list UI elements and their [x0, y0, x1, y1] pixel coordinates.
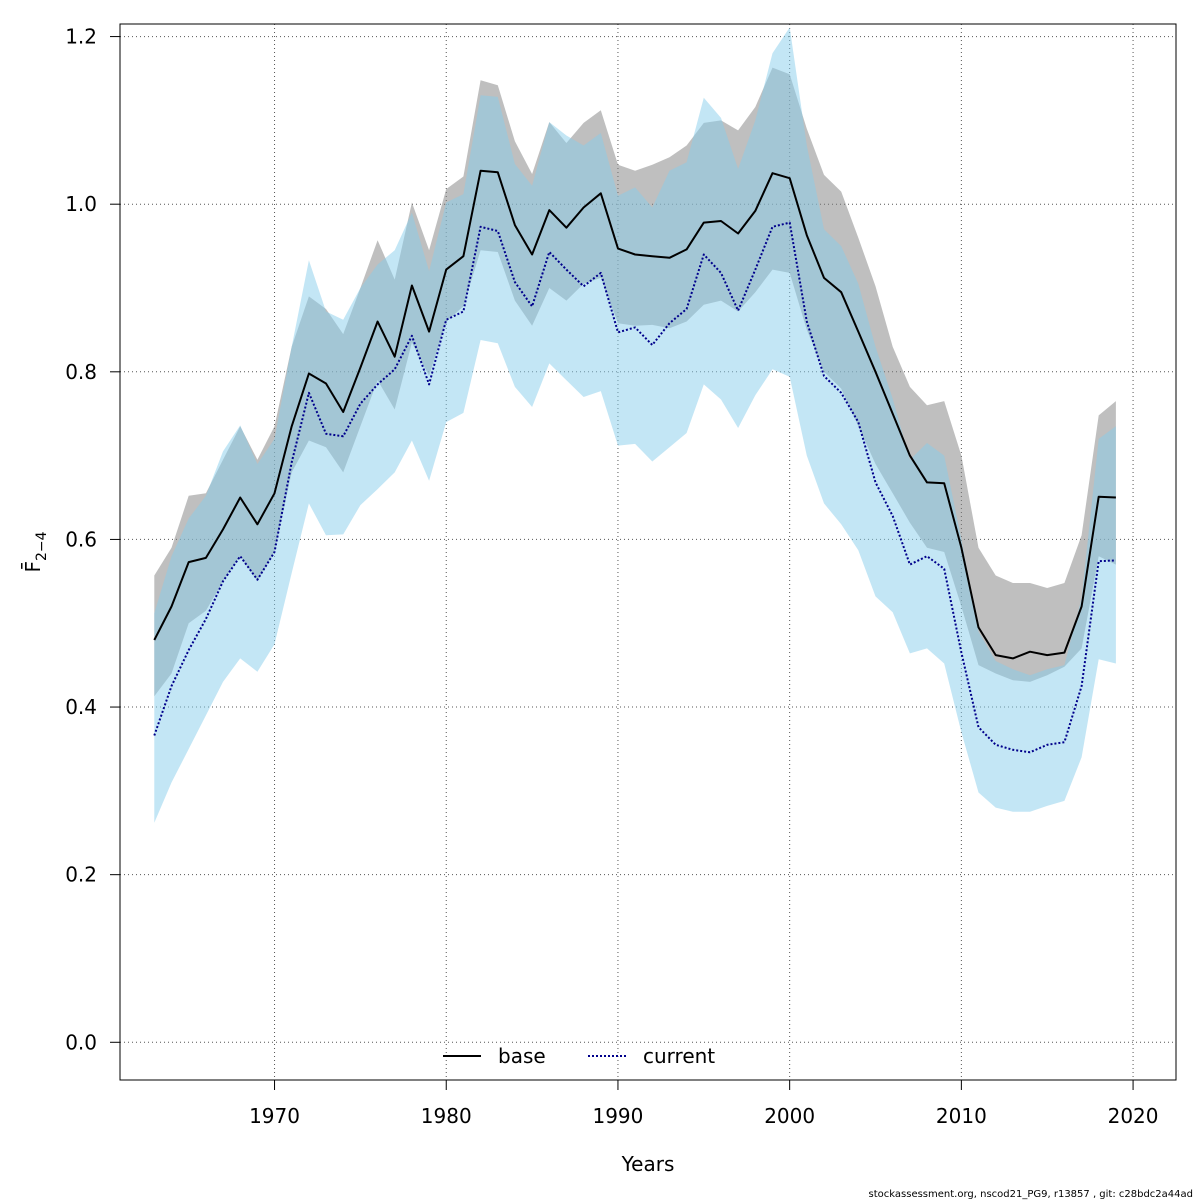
y-tick-label: 0.2: [65, 863, 97, 887]
y-axis: 0.0 0.2 0.4 0.6 0.8 1.0 1.2: [65, 25, 120, 1054]
confidence-bands: [154, 27, 1116, 823]
x-tick-label: 2020: [1108, 1104, 1159, 1128]
x-tick-label: 2000: [764, 1104, 815, 1128]
y-tick-label: 0.4: [65, 695, 97, 719]
y-axis-label-main: F̄: [20, 561, 45, 573]
y-tick-label: 0.8: [65, 360, 97, 384]
x-tick-label: 1980: [421, 1104, 472, 1128]
legend-label-current: current: [643, 1044, 715, 1068]
y-axis-label-subscript: 2−4: [34, 531, 50, 561]
x-axis-label: Years: [621, 1152, 675, 1176]
footer-note: stockassessment.org, nscod21_PG9, r13857…: [869, 1189, 1193, 1200]
band-current: [154, 27, 1116, 823]
y-axis-label: F̄2−4: [20, 531, 50, 572]
series-line-base: [153, 169, 1116, 660]
x-tick-label: 1990: [592, 1104, 643, 1128]
legend-label-base: base: [498, 1044, 546, 1068]
svg-text:F̄2−4: F̄2−4: [20, 531, 50, 572]
y-tick-label: 1.0: [65, 192, 97, 216]
series-lines: [153, 169, 1116, 754]
y-tick-label: 0.6: [65, 527, 97, 551]
plot-frame: [119, 23, 1177, 1081]
y-tick-label: 0.0: [65, 1030, 97, 1054]
x-tick-label: 2010: [936, 1104, 987, 1128]
y-tick-label: 1.2: [65, 25, 97, 49]
x-tick-label: 1970: [249, 1104, 300, 1128]
legend: base current: [443, 1044, 715, 1068]
x-axis: 1970 1980 1990 2000 2010 2020: [249, 1080, 1159, 1128]
series-line-current: [153, 221, 1116, 754]
